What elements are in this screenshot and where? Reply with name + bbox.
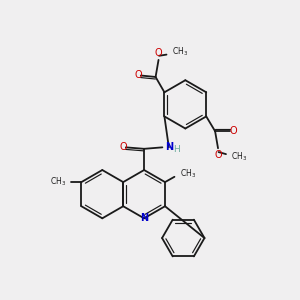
Text: CH$_3$: CH$_3$ — [180, 168, 196, 180]
Text: N: N — [165, 142, 173, 152]
Text: O: O — [155, 48, 162, 58]
Text: H: H — [174, 145, 180, 154]
Text: CH$_3$: CH$_3$ — [50, 176, 66, 188]
Text: O: O — [120, 142, 127, 152]
Text: O: O — [134, 70, 142, 80]
Text: O: O — [229, 126, 237, 136]
Text: N: N — [140, 213, 148, 223]
Text: CH$_3$: CH$_3$ — [172, 45, 188, 58]
Text: O: O — [214, 150, 222, 160]
Text: CH$_3$: CH$_3$ — [231, 151, 248, 163]
